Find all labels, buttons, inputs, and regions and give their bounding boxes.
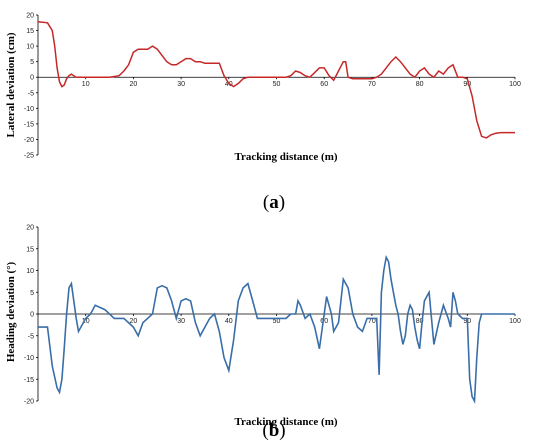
panel-caption-b: (b): [262, 420, 285, 441]
x-tick-label: 50: [273, 318, 281, 325]
y-axis-label: Heading deviation (°): [5, 261, 17, 362]
x-tick-label: 100: [509, 318, 521, 325]
x-tick-label: 80: [416, 318, 424, 325]
x-tick-labels: 10 20 30 40 50 60 70 80 90 100: [82, 77, 521, 88]
caption-open-paren: (: [262, 420, 268, 441]
caption-close-paren: ): [279, 192, 285, 213]
lateral-deviation-series-line: [37, 21, 515, 139]
y-tick-label: -25: [24, 153, 34, 160]
x-tick-label: 50: [273, 81, 281, 88]
x-tick-label: 20: [130, 318, 138, 325]
caption-letter: a: [269, 192, 279, 213]
y-tick-label: 15: [26, 246, 34, 253]
x-tick-label: 10: [82, 318, 90, 325]
caption-close-paren: ): [279, 420, 285, 441]
x-tick-label: 60: [320, 81, 328, 88]
y-tick-label: -5: [28, 333, 34, 340]
y-tick-label: 5: [30, 59, 34, 66]
x-tick-label: 40: [225, 318, 233, 325]
caption-letter: b: [269, 420, 280, 441]
x-tick-labels: 10 20 30 40 50 60 70 80 90 100: [82, 314, 521, 325]
y-tick-labels: 20 15 10 5 0 -5 -10 -15 -20: [24, 225, 38, 406]
x-tick-label: 90: [463, 81, 471, 88]
y-tick-label: 20: [26, 13, 34, 20]
y-tick-label: 20: [26, 225, 34, 232]
y-tick-label: -15: [24, 121, 34, 128]
y-tick-labels: 20 15 10 5 0 -5 -10 -15 -20 -25: [24, 13, 38, 160]
y-tick-label: 10: [26, 44, 34, 51]
x-tick-label: 30: [177, 318, 185, 325]
y-axis-label: Lateral deviation (cm): [5, 32, 17, 137]
y-tick-label: -15: [24, 377, 34, 384]
x-tick-label: 60: [320, 318, 328, 325]
y-tick-label: -10: [24, 355, 34, 362]
panel-caption-a: (a): [263, 192, 285, 213]
heading-deviation-series-line: [38, 255, 515, 404]
y-tick-label: 0: [30, 75, 34, 82]
x-tick-label: 10: [82, 81, 90, 88]
caption-open-paren: (: [263, 192, 269, 213]
y-tick-label: 5: [30, 290, 34, 297]
x-tick-label: 80: [416, 81, 424, 88]
x-tick-label: 20: [130, 81, 138, 88]
y-tick-label: 10: [26, 268, 34, 275]
y-tick-label: -20: [24, 137, 34, 144]
x-tick-label: 100: [509, 81, 521, 88]
x-tick-label: 70: [368, 318, 376, 325]
x-tick-label: 70: [368, 81, 376, 88]
y-tick-label: -10: [24, 106, 34, 113]
y-tick-label: 15: [26, 28, 34, 35]
y-tick-label: 0: [30, 312, 34, 319]
x-tick-label: 40: [225, 81, 233, 88]
y-tick-label: -20: [24, 399, 34, 406]
x-tick-label: 30: [177, 81, 185, 88]
x-axis-label: Tracking distance (m): [234, 416, 337, 428]
x-axis-label: Tracking distance (m): [234, 151, 337, 163]
y-tick-label: -5: [28, 90, 34, 97]
